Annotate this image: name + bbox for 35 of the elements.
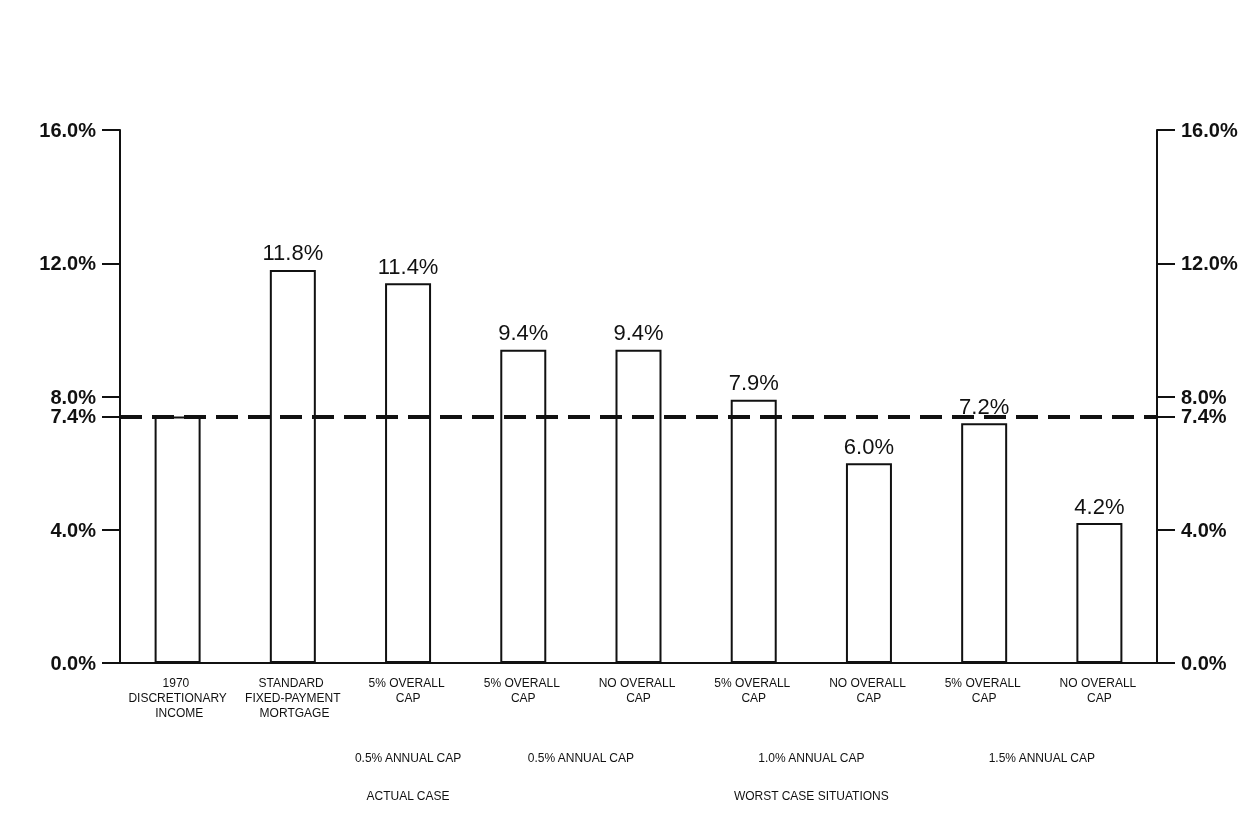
y2-tick-label: 8.0%	[1181, 385, 1227, 408]
data-label: 9.4%	[498, 320, 549, 346]
y2-tick-label: 4.0%	[1181, 518, 1227, 541]
x-tick-label: NO OVERALL CAP	[598, 675, 679, 705]
text: 0.5% ANNUAL CAP	[354, 751, 462, 765]
text: 1.0% ANNUAL CAP	[758, 751, 865, 765]
y2-tick-label: 7.4%	[1181, 405, 1227, 428]
text: 0.5% ANNUAL CAP	[527, 751, 635, 765]
y2-tick-label: 12.0%	[1181, 252, 1238, 275]
x-tick-label: STANDARD FIXED-PAYMENT MORTGAGE	[245, 675, 342, 720]
y2-tick-label: 16.0%	[1181, 119, 1238, 141]
data-label: 7.2%	[959, 393, 1010, 419]
y-tick-label: 8.0%	[50, 385, 97, 408]
data-label: 6.0%	[843, 433, 895, 459]
y-tick-label: 16.0%	[39, 119, 97, 141]
x-tick-label: 5% OVERALL CAP	[714, 675, 794, 705]
x-tick-label: 5% OVERALL CAP	[944, 675, 1024, 705]
data-label: 7.9%	[728, 370, 779, 396]
y-tick-label: 0.0%	[50, 652, 97, 674]
data-label: 4.2%	[1074, 493, 1125, 519]
text: ACTUAL CASE	[366, 789, 450, 803]
text: 1.5% ANNUAL CAP	[988, 751, 1095, 765]
data-label: 11.4%	[377, 253, 439, 279]
x-tick-label: NO OVERALL CAP	[1059, 675, 1140, 705]
x-tick-label: NO OVERALL CAP	[829, 675, 909, 705]
text: WORST CASE SITUATIONS	[733, 789, 889, 803]
data-label: 11.8%	[262, 240, 324, 266]
data-label: 9.4%	[613, 320, 664, 346]
x-tick-label: 5% OVERALL CAP	[483, 675, 563, 705]
y-tick-label: 7.4%	[50, 405, 97, 428]
y-tick-label: 4.0%	[50, 518, 97, 541]
x-tick-label: 1970 DISCRETIONARY INCOME	[128, 675, 227, 720]
y-tick-label: 12.0%	[39, 252, 97, 275]
y2-tick-label: 0.0%	[1181, 652, 1227, 674]
x-tick-label: 5% OVERALL CAP	[368, 675, 448, 705]
